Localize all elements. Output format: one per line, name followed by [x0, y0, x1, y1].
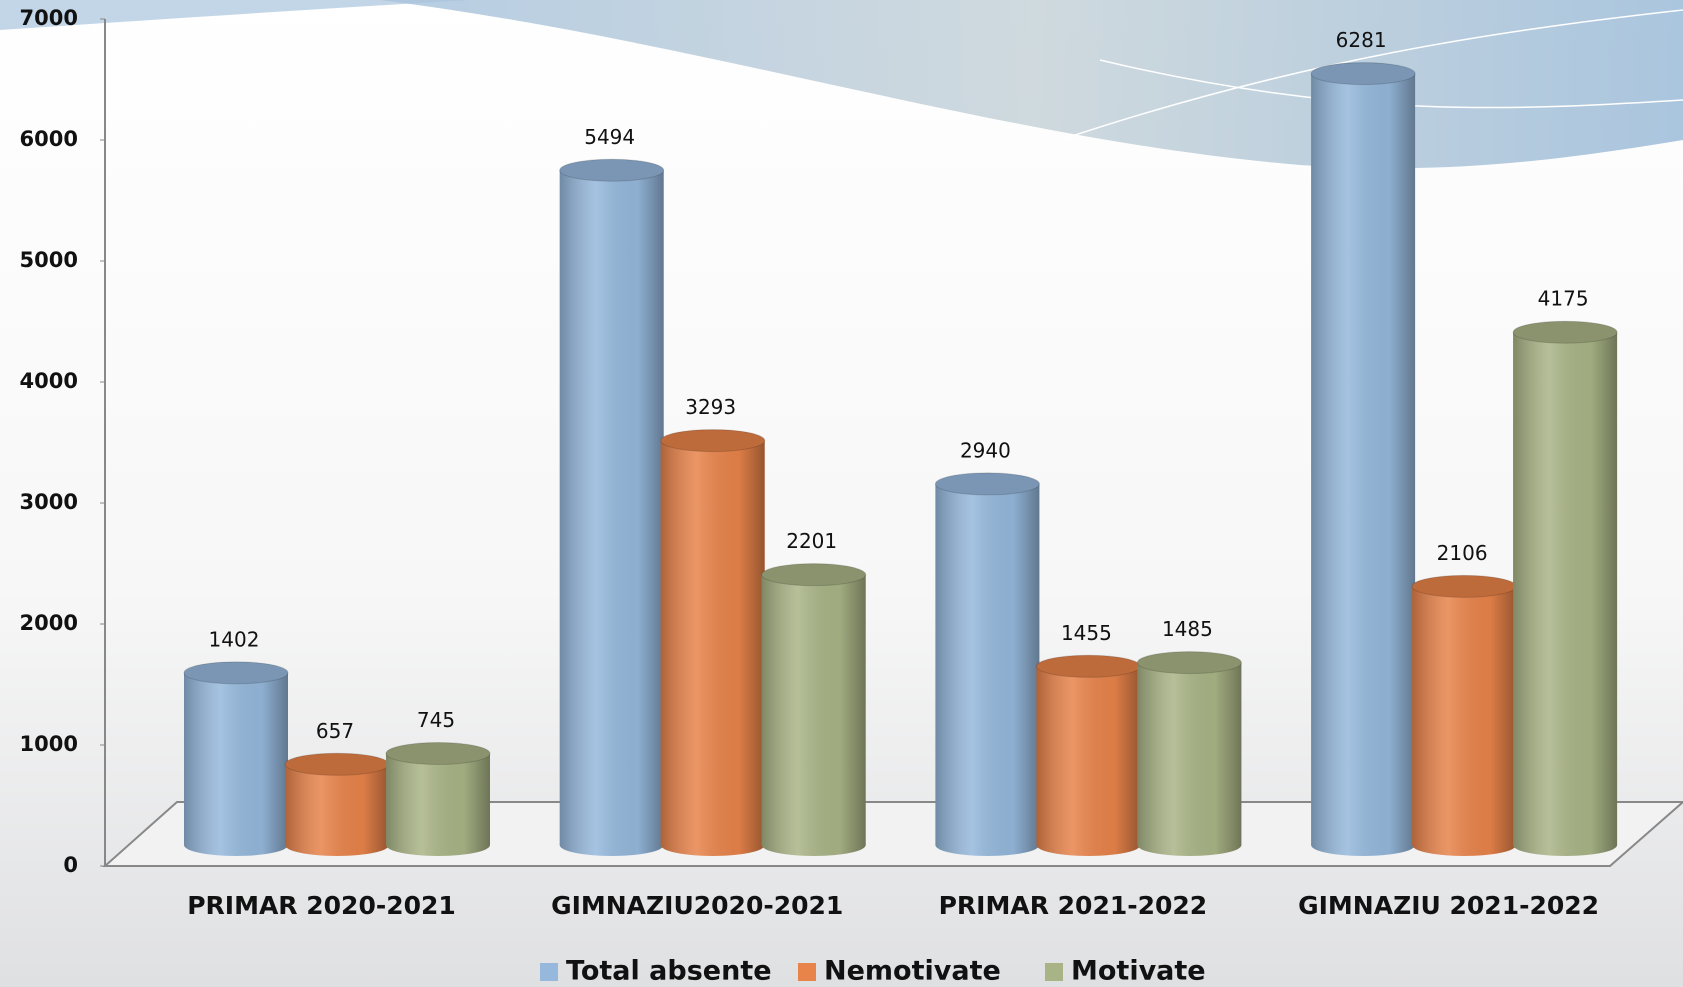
- cylinder-top-shade: [285, 753, 389, 776]
- y-tick-label: 3000: [20, 490, 78, 514]
- data-label: 5494: [584, 125, 635, 149]
- data-label: 6281: [1336, 28, 1387, 52]
- cylinder-body-shade: [935, 483, 1040, 845]
- y-tick-label: 0: [63, 853, 78, 877]
- cylinder: [934, 472, 1040, 856]
- cylinder: [385, 742, 491, 856]
- wave: [0, 0, 470, 30]
- cylinder: [1136, 651, 1242, 856]
- legend-swatch: [1045, 963, 1063, 981]
- cylinder-body-shade: [559, 170, 664, 845]
- data-label: 1485: [1162, 617, 1213, 641]
- cylinder-body-shade: [184, 672, 288, 845]
- cylinder-body-shade: [1036, 666, 1141, 845]
- data-label: 3293: [685, 395, 736, 419]
- cylinder: [183, 661, 289, 856]
- cylinder-top: [1136, 651, 1242, 675]
- y-tick-label: 4000: [20, 369, 78, 393]
- cylinder-top: [761, 563, 867, 587]
- cylinder-top-shade: [935, 472, 1040, 495]
- data-label: 2201: [786, 529, 837, 553]
- cylinder-top-shade: [1513, 321, 1618, 344]
- legend-label: Motivate: [1071, 956, 1206, 987]
- cylinder-body-shade: [1137, 662, 1242, 845]
- y-tick-label: 7000: [20, 6, 78, 30]
- x-tick-label: PRIMAR 2020-2021: [187, 891, 456, 920]
- cylinder: [1512, 320, 1618, 856]
- cylinder-top-shade: [1311, 62, 1416, 85]
- x-tick-label: GIMNAZIU 2021-2022: [1298, 891, 1599, 920]
- legend-swatch: [540, 963, 558, 981]
- data-label: 2106: [1437, 541, 1488, 565]
- legend-label: Nemotivate: [824, 956, 1001, 987]
- cylinder-body-shade: [1311, 73, 1416, 845]
- cylinder-top-shade: [184, 661, 288, 684]
- cylinder-body-shade: [386, 753, 490, 845]
- cylinder-body-shade: [1412, 586, 1517, 845]
- floor: [102, 801, 1683, 867]
- data-label: 1402: [209, 627, 260, 651]
- cylinder-top: [660, 429, 766, 453]
- legend-swatch: [798, 963, 816, 981]
- cylinder-body-shade: [761, 574, 866, 845]
- y-tick-label: 6000: [20, 127, 78, 151]
- cylinder-body-shade: [285, 764, 389, 845]
- cylinder: [559, 158, 665, 856]
- cylinder-top-shade: [1036, 655, 1141, 678]
- cylinder: [1310, 62, 1416, 856]
- cylinder-top-shade: [1137, 651, 1242, 674]
- x-tick-label: PRIMAR 2021-2022: [939, 891, 1208, 920]
- cylinder-top: [1512, 320, 1618, 344]
- cylinder-body-shade: [660, 440, 765, 845]
- cylinder-top-shade: [761, 563, 866, 586]
- cylinder: [284, 752, 390, 856]
- cylinder-top-shade: [559, 159, 664, 182]
- cylinder-body-shade: [1513, 332, 1618, 845]
- data-label: 2940: [960, 438, 1011, 462]
- cylinder-top-shade: [660, 429, 765, 452]
- x-tick-label: GIMNAZIU2020-2021: [551, 891, 843, 920]
- data-label: 657: [316, 719, 354, 743]
- cylinder-top-shade: [386, 742, 490, 765]
- wave-line: [1099, 59, 1683, 109]
- data-label: 1455: [1061, 621, 1112, 645]
- data-label: 4175: [1538, 287, 1589, 311]
- cylinder: [761, 563, 867, 856]
- cylinder-top: [1310, 62, 1416, 86]
- y-tick-label: 5000: [20, 248, 78, 272]
- cylinder-top: [183, 661, 289, 685]
- cylinder: [1411, 574, 1517, 856]
- y-tick-label: 2000: [20, 611, 78, 635]
- cylinder-top: [559, 158, 665, 182]
- cylinder: [660, 429, 766, 856]
- cylinder-top: [385, 742, 491, 766]
- legend-label: Total absente: [566, 956, 772, 987]
- cylinder-top: [934, 472, 1040, 496]
- cylinder-top-shade: [1412, 575, 1517, 598]
- cylinder: [1035, 654, 1141, 856]
- data-label: 745: [417, 708, 455, 732]
- y-tick-label: 1000: [20, 732, 78, 756]
- wave-line: [1059, 9, 1683, 141]
